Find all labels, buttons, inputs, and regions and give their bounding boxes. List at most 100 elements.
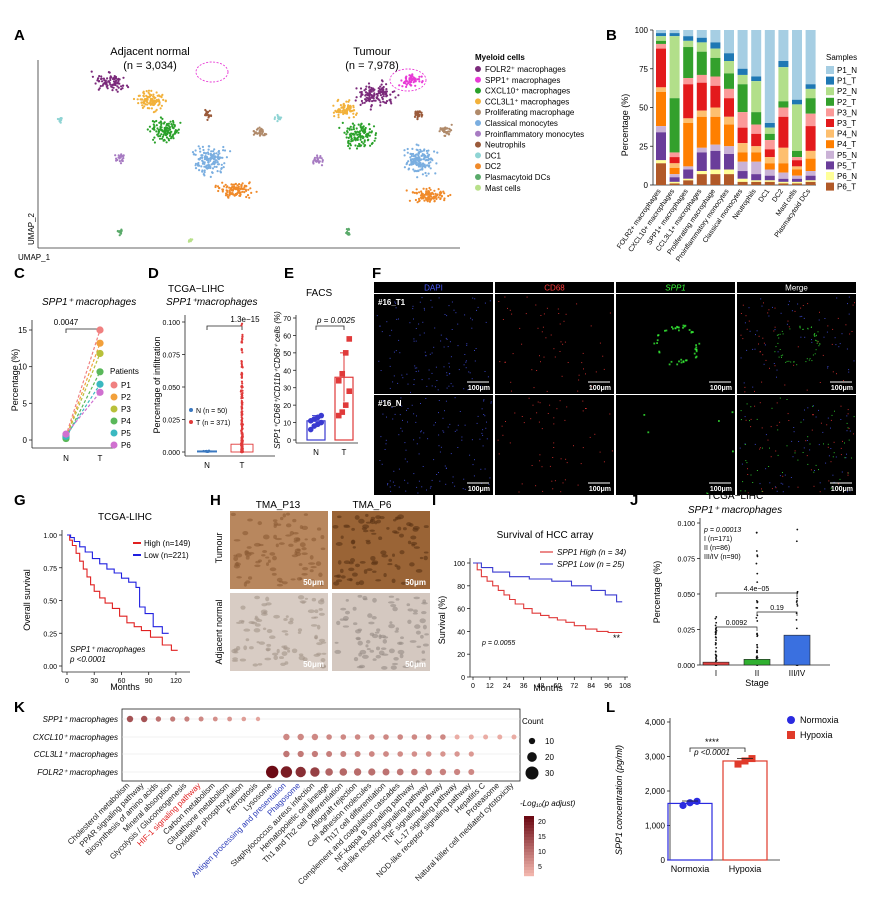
j-outlier: [756, 572, 759, 575]
f-signal: [688, 329, 691, 331]
umap-point: [159, 120, 162, 123]
f-signal: [541, 428, 543, 430]
k-row-label: SPP1⁺ macrophages: [43, 715, 118, 724]
f-signal: [489, 477, 491, 479]
umap-point: [194, 162, 198, 165]
f-signal: [564, 419, 566, 421]
umap-point: [198, 147, 201, 150]
f-signal: [834, 337, 836, 339]
k-colorbar-step: [524, 858, 534, 862]
g-xtick-label: 60: [118, 678, 126, 685]
umap-point: [425, 174, 428, 177]
f-signal: [577, 484, 579, 486]
f-signal: [847, 491, 848, 493]
umap-point: [164, 126, 167, 129]
umap-point: [391, 90, 394, 94]
f-signal: [521, 343, 523, 345]
stack-segment: [656, 87, 666, 92]
k-dot: [353, 768, 362, 776]
h-texture: [420, 634, 424, 639]
f-signal: [796, 364, 798, 366]
umap-point: [58, 120, 61, 123]
k-dot: [241, 716, 247, 722]
f-signal: [771, 407, 773, 409]
j-outlier: [756, 646, 759, 649]
umap-point: [427, 159, 430, 162]
sample-swatch: [826, 87, 834, 96]
h-texture: [318, 572, 323, 578]
f-signal: [498, 453, 500, 455]
umap-point: [417, 152, 420, 155]
f-signal: [538, 421, 540, 423]
umap-point: [170, 123, 173, 126]
sample-swatch: [826, 108, 834, 117]
h-texture: [291, 554, 299, 558]
f-signal: [421, 486, 423, 488]
umap-point: [346, 131, 349, 134]
f-signal: [786, 445, 788, 447]
d-point-t: [240, 395, 243, 398]
stack-segment: [764, 169, 775, 176]
f-signal: [756, 418, 758, 420]
umap-point: [347, 136, 350, 139]
f-signal: [840, 454, 842, 456]
f-signal: [380, 370, 382, 371]
umap-point: [370, 94, 373, 97]
umap-point: [419, 159, 422, 162]
j-outlier: [715, 621, 718, 624]
umap-point: [320, 157, 323, 160]
sample-label: P6_N: [837, 172, 857, 181]
h-texture: [321, 652, 327, 655]
j-box: [743, 659, 771, 666]
h-texture: [281, 630, 289, 633]
spp1-cluster-outline-tumour: [389, 68, 427, 92]
umap-point: [122, 84, 125, 87]
umap-point: [381, 97, 384, 101]
f-signal: [426, 489, 427, 491]
f-signal: [512, 353, 514, 355]
f-signal: [694, 348, 697, 350]
f-signal: [589, 436, 591, 438]
f-signal: [476, 422, 478, 424]
f-signal: [379, 325, 381, 327]
f-signal: [455, 312, 457, 314]
j-box: [702, 661, 730, 666]
f-image-tile: [616, 395, 735, 495]
umap-point: [425, 164, 428, 167]
f-signal: [603, 461, 605, 463]
umap-point: [428, 194, 431, 197]
umap-point: [365, 85, 368, 88]
d-pval: 1.3e−15: [230, 315, 260, 324]
f-signal: [664, 329, 666, 332]
f-signal: [543, 313, 545, 315]
f-signal: [750, 474, 752, 476]
umap-point: [120, 154, 123, 158]
f-signal: [560, 341, 562, 343]
umap-point: [188, 239, 191, 242]
j-outlier: [715, 655, 718, 658]
h-texture: [413, 546, 420, 549]
stack-segment: [724, 174, 734, 185]
l-pval: p <0.0001: [693, 748, 730, 757]
umap-point: [167, 137, 170, 140]
e-xtick: T: [342, 448, 347, 457]
c-point-t: [96, 388, 104, 396]
f-signal: [839, 343, 841, 345]
f-signal: [810, 326, 812, 328]
k-dot: [198, 716, 204, 722]
f-signal: [424, 309, 425, 311]
f-signal: [788, 420, 790, 421]
h-texture: [264, 657, 272, 661]
sample-label: P1_N: [837, 66, 857, 75]
d-point-t: [240, 362, 243, 365]
f-signal: [443, 431, 445, 433]
f-signal: [461, 436, 463, 438]
umap-point: [234, 188, 237, 191]
f-signal: [794, 450, 796, 452]
f-signal: [483, 400, 485, 402]
h-texture: [366, 648, 371, 651]
umap-point: [413, 191, 416, 194]
umap-point: [146, 103, 149, 106]
d-point-t: [240, 446, 243, 449]
